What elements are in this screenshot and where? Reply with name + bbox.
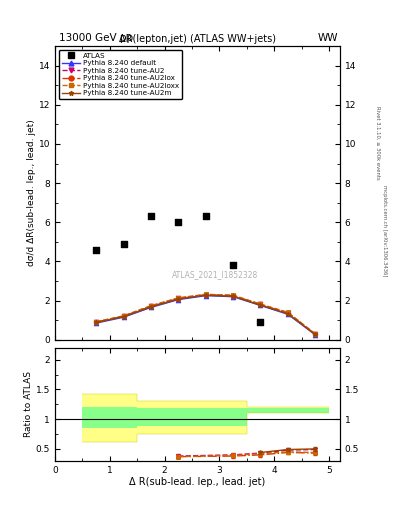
Title: ΔR(lepton,jet) (ATLAS WW+jets): ΔR(lepton,jet) (ATLAS WW+jets) (119, 34, 276, 44)
Point (93, 246, 99, 254)
X-axis label: Δ R(sub-lead. lep., lead. jet): Δ R(sub-lead. lep., lead. jet) (129, 477, 266, 487)
Point (202, 212, 209, 221)
Y-axis label: dσ/d ΔR(sub-lead. lep., lead. jet): dσ/d ΔR(sub-lead. lep., lead. jet) (27, 119, 36, 266)
Point (257, 318, 264, 326)
Point (148, 212, 154, 221)
Point (230, 261, 236, 269)
Text: 13000 GeV pp: 13000 GeV pp (59, 33, 133, 44)
Point (120, 240, 127, 248)
Text: Rivet 3.1.10, ≥ 300k events: Rivet 3.1.10, ≥ 300k events (375, 106, 380, 180)
Text: WW: WW (318, 33, 338, 44)
Legend: ATLAS, Pythia 8.240 default, Pythia 8.240 tune-AU2, Pythia 8.240 tune-AU2lox, Py: ATLAS, Pythia 8.240 default, Pythia 8.24… (59, 50, 182, 99)
Text: mcplots.cern.ch [arXiv:1306.3436]: mcplots.cern.ch [arXiv:1306.3436] (382, 185, 387, 276)
Text: ATLAS_2021_I1852328: ATLAS_2021_I1852328 (171, 271, 258, 280)
Point (175, 218, 182, 226)
Y-axis label: Ratio to ATLAS: Ratio to ATLAS (24, 371, 33, 437)
